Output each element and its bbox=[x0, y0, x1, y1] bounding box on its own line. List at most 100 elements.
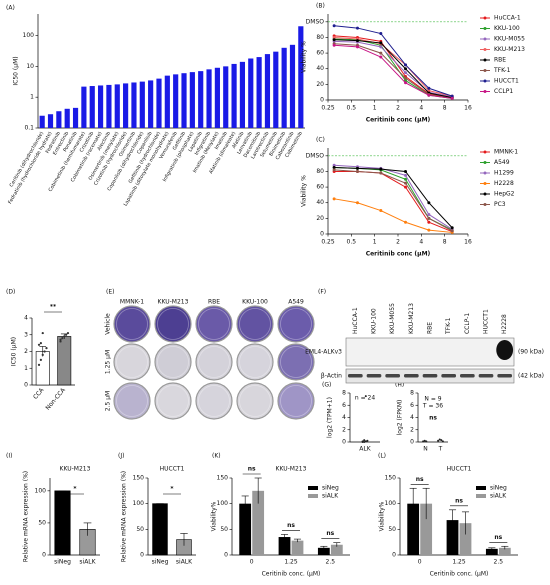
y-tick-label: DMSO bbox=[306, 152, 325, 159]
band-label: β-Actin bbox=[321, 373, 342, 380]
plate-rim bbox=[280, 308, 312, 340]
data-point bbox=[332, 197, 336, 201]
bar bbox=[248, 58, 254, 128]
y-tick-label: 40 bbox=[316, 65, 324, 72]
y-tick-label: 1 bbox=[24, 365, 28, 372]
x-tick-label: 1.25 bbox=[284, 559, 298, 566]
legend-label: MMNK-1 bbox=[494, 149, 518, 156]
bar bbox=[64, 108, 70, 128]
lane-label: KKU-100 bbox=[371, 308, 378, 334]
data-point bbox=[39, 358, 42, 361]
y-tick-label: 100 bbox=[133, 500, 145, 507]
plate-rim bbox=[116, 346, 148, 378]
chart-title: KKU-M213 bbox=[60, 466, 91, 473]
plate-rim bbox=[116, 308, 148, 340]
y-tick-label: 0 bbox=[392, 552, 396, 559]
data-point bbox=[37, 363, 41, 366]
bar bbox=[264, 54, 271, 128]
plate bbox=[277, 382, 315, 420]
bar bbox=[281, 47, 287, 128]
data-point bbox=[379, 209, 383, 213]
data-point bbox=[364, 395, 367, 398]
bar bbox=[278, 537, 291, 555]
data-point bbox=[422, 440, 425, 443]
lane-label: HuCCA-1 bbox=[352, 307, 359, 334]
x-tick-label: 1 bbox=[373, 239, 377, 246]
legend-swatch bbox=[483, 48, 487, 51]
x-axis-label: Ceritinib conc. (μM) bbox=[430, 571, 489, 578]
bar bbox=[57, 336, 72, 386]
data-point bbox=[355, 201, 359, 205]
legend-swatch bbox=[483, 27, 487, 30]
bar bbox=[446, 520, 459, 555]
legend-swatch bbox=[483, 16, 487, 20]
chart-title: HUCCT1 bbox=[160, 466, 185, 473]
y-tick-label: 0.1 bbox=[24, 125, 34, 132]
panel-label: (L) bbox=[378, 453, 386, 460]
y-tick-label: 0 bbox=[410, 439, 414, 446]
legend-label: siALK bbox=[322, 493, 339, 500]
series-line bbox=[334, 35, 453, 99]
data-point bbox=[427, 220, 431, 224]
x-tick-label: 0.5 bbox=[347, 105, 357, 112]
y-tick-label: 0 bbox=[320, 231, 324, 238]
x-axis-label: Ceritinib conc. (μM) bbox=[262, 571, 321, 578]
data-point bbox=[355, 169, 359, 173]
lane-label: CCLP-1 bbox=[464, 313, 471, 334]
series-line bbox=[334, 25, 453, 97]
y-tick-label: 4 bbox=[410, 414, 414, 421]
y-tick-label: 1 bbox=[30, 94, 34, 101]
x-tick-label: 0.25 bbox=[321, 239, 335, 246]
x-tick-label: 4 bbox=[419, 105, 423, 112]
y-tick-label: 4 bbox=[24, 315, 28, 322]
series-line bbox=[334, 44, 453, 99]
blot-band bbox=[385, 374, 400, 378]
panel-label: (F) bbox=[318, 289, 326, 296]
x-tick-label: 1 bbox=[373, 105, 377, 112]
series-line bbox=[334, 167, 453, 231]
bar bbox=[498, 547, 511, 555]
bar bbox=[106, 84, 112, 128]
data-point bbox=[363, 439, 366, 442]
bar bbox=[89, 86, 95, 128]
bar bbox=[273, 51, 279, 129]
legend-label: KKU-100 bbox=[494, 25, 520, 32]
data-point bbox=[427, 212, 431, 216]
annotation: n = 24 bbox=[355, 395, 375, 402]
data-point bbox=[59, 338, 62, 341]
x-tick-label: 0.25 bbox=[321, 105, 335, 112]
y-tick-label: 60 bbox=[316, 184, 324, 191]
panel-label: (B) bbox=[316, 3, 325, 10]
bar bbox=[256, 57, 262, 128]
plate-rim bbox=[157, 308, 189, 340]
bar bbox=[47, 114, 54, 128]
data-point bbox=[379, 41, 383, 45]
bar bbox=[97, 85, 104, 128]
data-point bbox=[437, 439, 440, 442]
legend-swatch bbox=[483, 182, 487, 185]
y-tick-label: 4 bbox=[342, 414, 346, 421]
series-line bbox=[334, 164, 453, 230]
bar bbox=[152, 503, 168, 556]
data-point bbox=[43, 350, 46, 353]
x-tick-label: 0 bbox=[418, 559, 422, 566]
data-point bbox=[404, 177, 408, 181]
legend-swatch bbox=[476, 486, 486, 490]
y-tick-label: 0 bbox=[320, 97, 324, 104]
data-point bbox=[355, 39, 359, 43]
data-point bbox=[450, 226, 454, 230]
data-point bbox=[379, 45, 383, 49]
band-size: (42 kDa) bbox=[518, 373, 544, 380]
y-axis-label: Relative mRNA expression (%) bbox=[23, 471, 30, 562]
data-point bbox=[404, 71, 408, 75]
y-tick-label: DMSO bbox=[306, 18, 325, 25]
y-tick-label: 2 bbox=[410, 426, 414, 433]
x-tick-label: 2 bbox=[396, 105, 400, 112]
data-point bbox=[332, 43, 336, 47]
legend-label: HuCCA-1 bbox=[494, 15, 521, 22]
legend-label: siNeg bbox=[490, 485, 507, 492]
x-tick-label: 0.5 bbox=[347, 239, 357, 246]
band-label: EML4-ALKv3 bbox=[305, 349, 342, 356]
y-tick-label: 2 bbox=[342, 426, 346, 433]
y-tick-label: 0 bbox=[224, 552, 228, 559]
